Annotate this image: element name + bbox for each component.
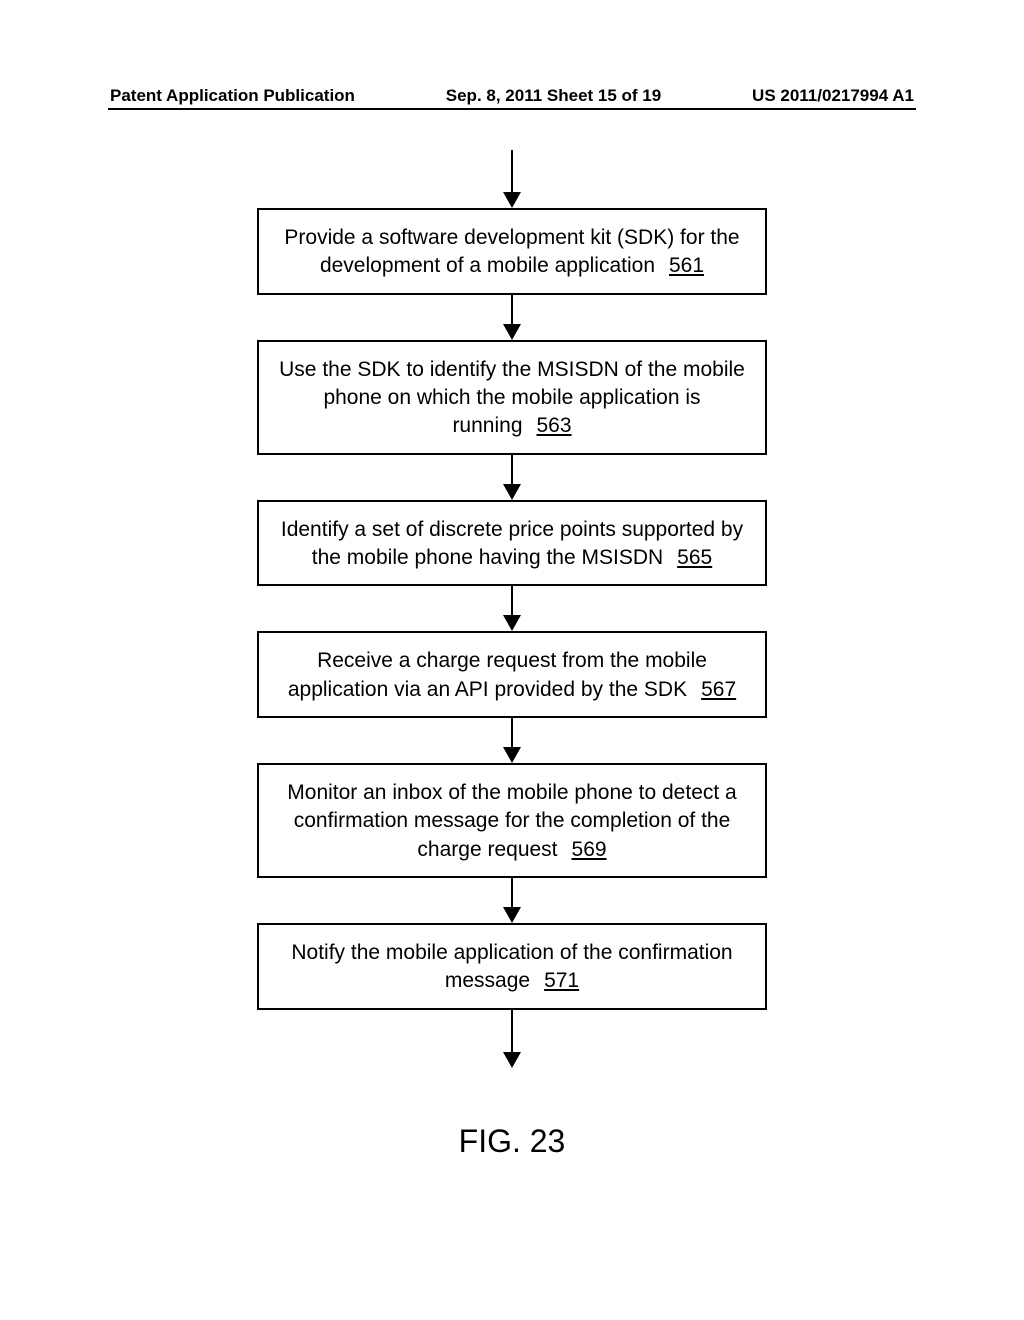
step-text: Use the SDK to identify the MSISDN of th…: [279, 358, 745, 438]
arrow-down-icon: [503, 295, 521, 340]
flow-step: Identify a set of discrete price points …: [257, 500, 767, 587]
figure-label: FIG. 23: [0, 1123, 1024, 1160]
step-ref: 569: [572, 838, 607, 861]
arrow-down-icon: [503, 150, 521, 208]
page-header: Patent Application Publication Sep. 8, 2…: [0, 86, 1024, 106]
arrow-down-icon: [503, 718, 521, 763]
flowchart: Provide a software development kit (SDK)…: [247, 150, 777, 1068]
arrow-down-icon: [503, 878, 521, 923]
step-text: Receive a charge request from the mobile…: [288, 649, 707, 700]
flow-step: Notify the mobile application of the con…: [257, 923, 767, 1010]
header-center: Sep. 8, 2011 Sheet 15 of 19: [446, 86, 661, 106]
step-ref: 563: [537, 414, 572, 437]
header-left: Patent Application Publication: [110, 86, 355, 106]
arrow-down-icon: [503, 455, 521, 500]
step-ref: 561: [669, 254, 704, 277]
step-text: Identify a set of discrete price points …: [281, 518, 743, 569]
arrow-down-icon: [503, 586, 521, 631]
flow-step: Receive a charge request from the mobile…: [257, 631, 767, 718]
step-text: Notify the mobile application of the con…: [291, 941, 732, 992]
flow-step: Use the SDK to identify the MSISDN of th…: [257, 340, 767, 455]
header-rule: [108, 108, 916, 110]
step-text: Monitor an inbox of the mobile phone to …: [287, 781, 736, 861]
flow-step: Monitor an inbox of the mobile phone to …: [257, 763, 767, 878]
header-right: US 2011/0217994 A1: [752, 86, 914, 106]
arrow-down-icon: [503, 1010, 521, 1068]
step-ref: 571: [544, 969, 579, 992]
step-ref: 565: [677, 546, 712, 569]
step-ref: 567: [701, 678, 736, 701]
flow-step: Provide a software development kit (SDK)…: [257, 208, 767, 295]
